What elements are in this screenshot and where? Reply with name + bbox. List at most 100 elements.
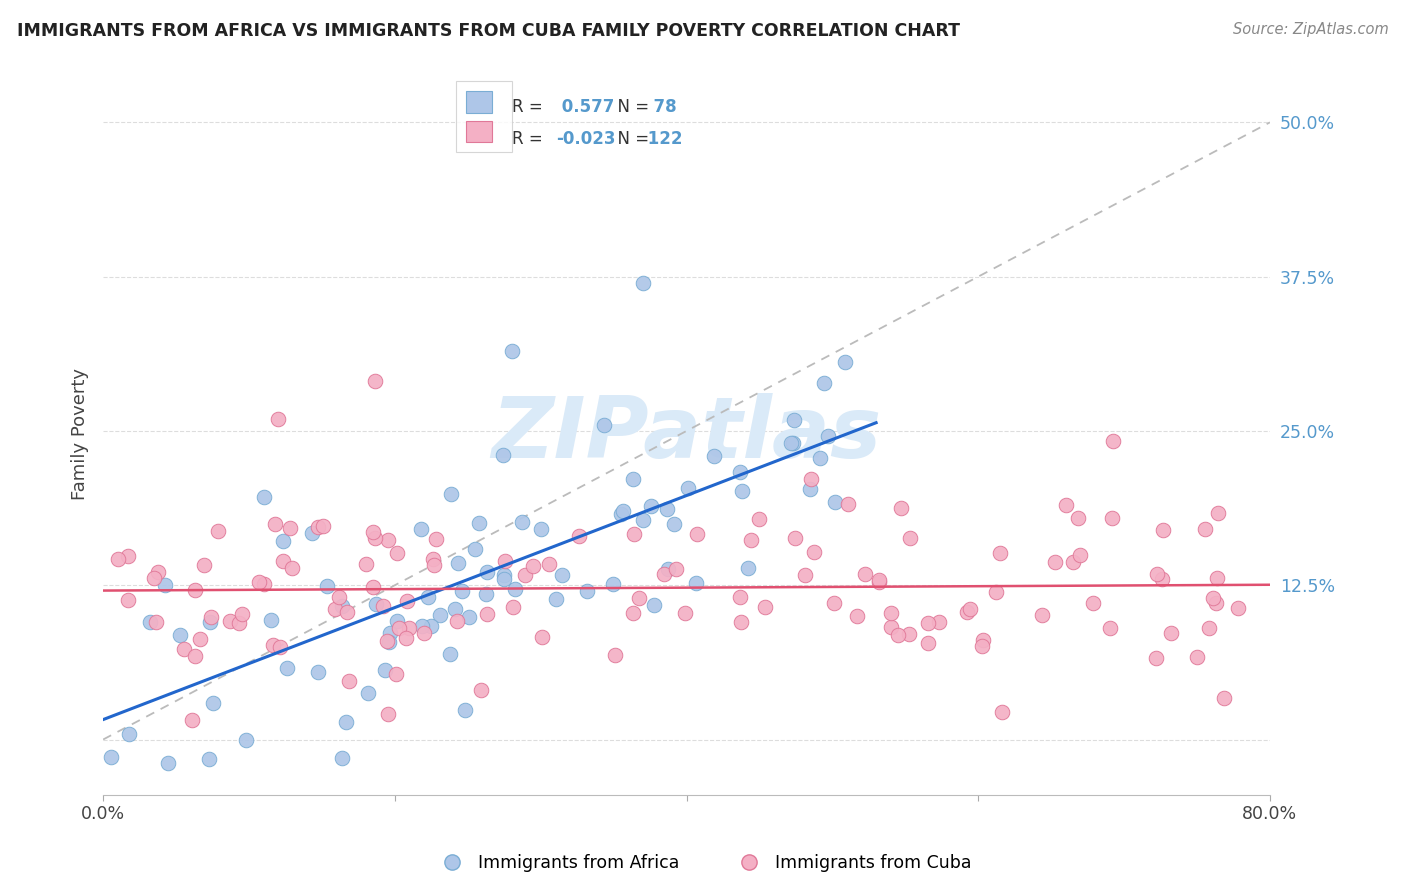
Point [823,596,845,610]
Point [149,797,172,812]
Point [219,614,242,628]
Point [728,590,751,604]
Point [1198,621,1220,635]
Point [419,619,441,633]
Point [492,567,515,582]
Point [880,620,903,634]
Point [991,706,1014,720]
Point [780,435,803,450]
Point [621,472,644,486]
Point [837,497,859,511]
Point [156,756,179,770]
Point [799,482,821,496]
Point [260,614,283,628]
Point [447,556,470,570]
Point [972,632,994,647]
Point [544,591,567,606]
Point [640,499,662,513]
Point [1099,621,1122,635]
Point [1206,571,1229,585]
Point [623,526,645,541]
Point [748,512,770,526]
Point [503,582,526,597]
Point [1102,434,1125,449]
Text: N =: N = [607,130,650,148]
Point [652,567,675,582]
Point [118,727,141,741]
Point [385,546,408,560]
Point [328,590,350,604]
Point [364,531,387,545]
Point [631,276,654,290]
Point [454,703,477,717]
Point [253,577,276,591]
Text: Source: ZipAtlas.com: Source: ZipAtlas.com [1233,22,1389,37]
Point [470,683,492,698]
Point [373,599,395,613]
Point [361,580,384,594]
Point [378,626,401,640]
Point [374,664,396,678]
Point [394,631,416,645]
Point [263,516,285,531]
Point [117,549,139,563]
Point [665,562,688,576]
Point [422,551,444,566]
Point [1202,591,1225,605]
Point [143,571,166,585]
Point [515,568,537,582]
Point [200,615,222,629]
Point [444,602,467,616]
Point [385,667,408,681]
Point [468,516,491,530]
Text: 0.577: 0.577 [555,98,614,116]
Point [846,608,869,623]
Point [269,640,291,654]
Point [602,577,624,591]
Point [824,495,846,509]
Point [262,638,284,652]
Point [917,636,939,650]
Point [868,575,890,590]
Point [1206,506,1229,520]
Text: R =: R = [512,98,543,116]
Point [522,559,544,574]
Point [422,558,444,573]
Text: -0.023: -0.023 [555,130,616,148]
Point [425,532,447,546]
Point [1152,523,1174,537]
Point [633,513,655,527]
Point [502,600,524,615]
Point [280,521,302,535]
Point [897,627,920,641]
Point [1187,649,1209,664]
Point [307,665,329,679]
Point [409,522,432,536]
Text: ZIPatlas: ZIPatlas [491,392,882,475]
Point [1205,596,1227,610]
Point [662,516,685,531]
Point [363,524,385,539]
Point [568,529,591,543]
Point [337,674,360,689]
Point [676,481,699,495]
Point [330,751,353,765]
Point [1194,522,1216,536]
Text: IMMIGRANTS FROM AFRICA VS IMMIGRANTS FROM CUBA FAMILY POVERTY CORRELATION CHART: IMMIGRANTS FROM AFRICA VS IMMIGRANTS FRO… [17,22,960,40]
Point [655,501,678,516]
Point [180,713,202,727]
Point [385,614,408,628]
Point [231,607,253,622]
Point [730,615,752,629]
Point [153,578,176,592]
Point [183,582,205,597]
Point [621,606,644,620]
Point [803,544,825,558]
Point [880,607,903,621]
Point [675,606,697,620]
Point [887,628,910,642]
Point [740,533,762,548]
Y-axis label: Family Poverty: Family Poverty [72,368,89,500]
Point [575,583,598,598]
Point [550,568,572,582]
